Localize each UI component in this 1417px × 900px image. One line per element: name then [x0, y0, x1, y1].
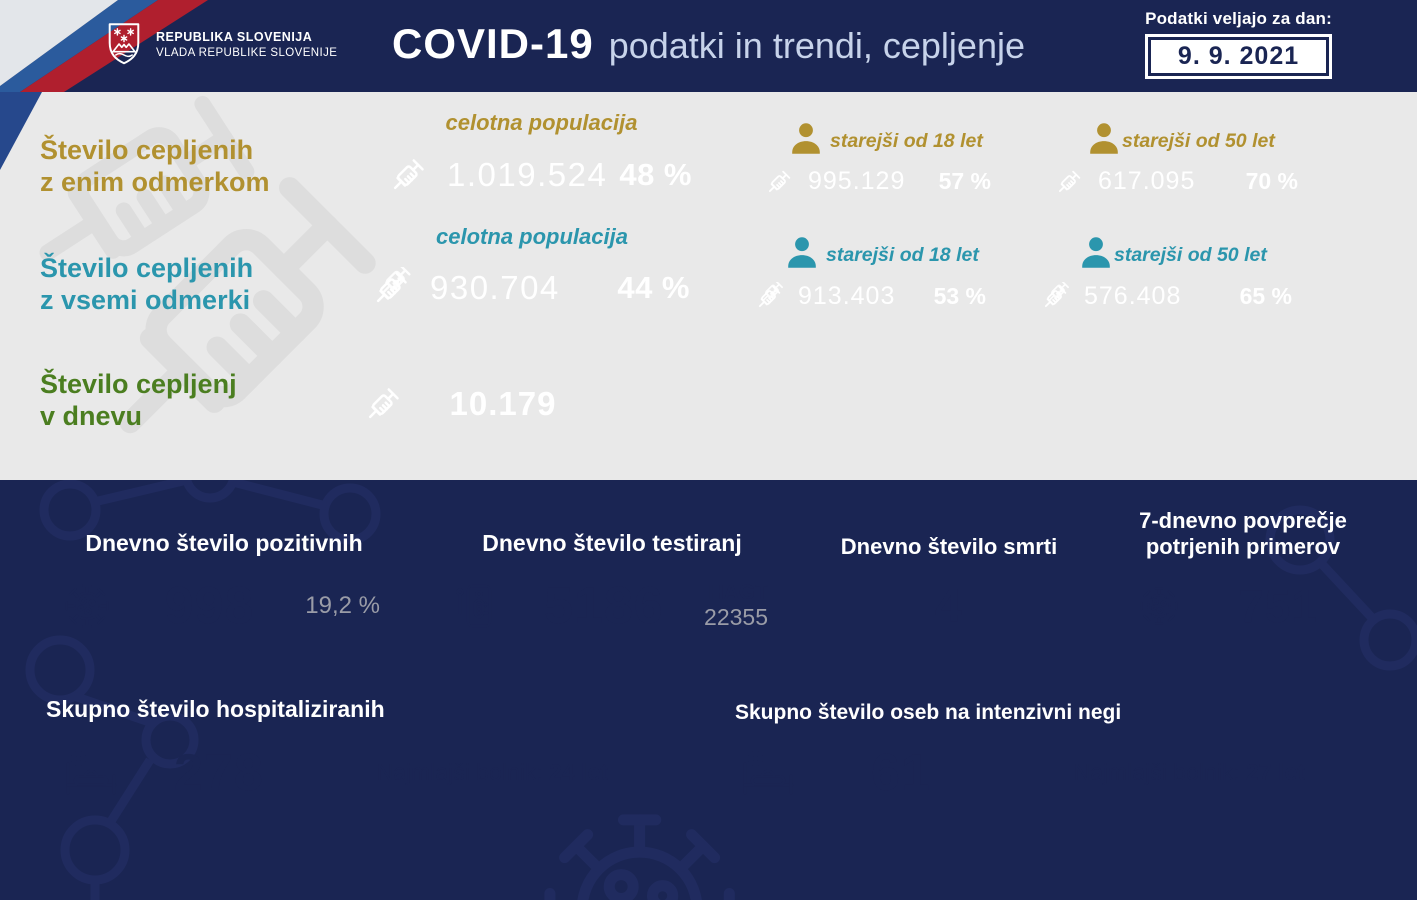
double-syringe-icon	[1040, 282, 1070, 312]
gov-name: REPUBLIKA SLOVENIJA VLADA REPUBLIKE SLOV…	[156, 30, 337, 59]
population-label: celotna populacija	[436, 224, 628, 249]
age-group-label: starejši od 50 let	[1122, 130, 1275, 152]
youngest-patient-note: Najmlajši bolnik: 24 let	[377, 759, 608, 786]
stat-card-7day-average: 751	[1112, 568, 1374, 644]
date-label: Podatki veljajo za dan:	[1145, 9, 1332, 28]
page-title-main: COVID-19	[392, 20, 594, 67]
badge-one-dose-18plus: 995.129 57 %	[750, 158, 1013, 205]
stat-title-tests: Dnevno število testiranj	[482, 530, 742, 556]
coat-of-arms-icon	[108, 23, 140, 65]
syringe-icon	[389, 158, 424, 193]
row-label-all-doses: Število cepljenih z vsemi odmerki	[40, 252, 253, 316]
badge-all-doses-18plus: 913.403 53 %	[740, 273, 1008, 320]
vaccination-section: Število cepljenih z enim odmerkom celotn…	[0, 92, 1417, 480]
stat-value: 4	[935, 579, 963, 633]
stat-title-positives: Dnevno število pozitivnih	[85, 530, 363, 556]
age-group-label: starejši od 18 let	[830, 130, 983, 152]
badge-vaccinations-per-day: 10.179	[340, 372, 642, 435]
badge-one-dose-50plus: 617.095 70 %	[1040, 158, 1320, 205]
virus-icon	[65, 584, 109, 628]
syringe-icon	[765, 170, 791, 195]
stat-title-icu: Skupno število oseb na intenzivni negi	[735, 701, 1122, 724]
row-label-line1: Število cepljenj	[40, 369, 237, 399]
stat-value: 5186	[544, 577, 664, 635]
badge-value: 995.129	[808, 167, 906, 195]
stat-card-tests: 5186 HAGT 22355	[432, 568, 792, 644]
badge-value: 930.704	[430, 269, 560, 306]
row-label-line1: Število cepljenih	[40, 135, 254, 165]
row-label-line2: v dnevu	[40, 401, 143, 431]
syringe-icon	[1055, 170, 1081, 195]
person-icon	[1082, 237, 1110, 268]
ribbon-tail-decoration	[0, 92, 42, 170]
badge-value: 10.179	[449, 384, 557, 422]
badge-one-dose-total: 1.019.524 48 %	[365, 143, 718, 206]
age-group-label: starejši od 50 let	[1114, 244, 1267, 266]
stat-value: 278	[174, 743, 264, 802]
hospital-bed-icon	[743, 750, 794, 794]
badge-percent: 57 %	[938, 168, 991, 194]
page-title-subtitle: podatki in trendi, cepljenje	[608, 25, 1025, 66]
daily-stats-section: Dnevno število pozitivnih Dnevno število…	[0, 480, 1417, 900]
flag-ribbon-decoration	[0, 0, 208, 92]
hagt-value: 22355	[704, 603, 768, 630]
badge-all-doses-50plus: 576.408 65 %	[1026, 273, 1314, 320]
stat-card-deaths: 4	[830, 568, 1068, 644]
double-syringe-icon	[370, 267, 412, 309]
stat-title-7day-average: 7-dnevno povprečje potrjenih primerov	[1139, 508, 1347, 559]
badge-percent: 48 %	[619, 156, 692, 192]
badge-all-doses-total: 930.704 44 %	[348, 256, 716, 320]
gov-name-line1: REPUBLIKA SLOVENIJA	[156, 29, 313, 44]
badge-percent: 65 %	[1239, 283, 1292, 309]
stat-title-hospitalized: Skupno število hospitaliziranih	[46, 696, 385, 722]
positive-share: 19,2 %	[305, 592, 380, 619]
row-label-line2: z enim odmerkom	[40, 167, 270, 197]
badge-percent: 70 %	[1245, 168, 1298, 194]
page-title: COVID-19 podatki in trendi, cepljenje	[392, 20, 1025, 68]
badge-percent: 53 %	[933, 283, 986, 309]
gov-name-line2: VLADA REPUBLIKE SLOVENIJE	[156, 46, 338, 59]
person-icon	[1090, 123, 1118, 154]
date-block: Podatki veljajo za dan: 9. 9. 2021	[1145, 9, 1332, 79]
badge-value: 913.403	[798, 282, 896, 310]
person-icon	[792, 123, 820, 154]
gov-branding: REPUBLIKA SLOVENIJA VLADA REPUBLIKE SLOV…	[106, 22, 337, 66]
note-label: Najmlajši bolnik:	[376, 759, 550, 785]
person-icon	[788, 237, 816, 268]
row-label-one-dose: Število cepljenih z enim odmerkom	[40, 134, 270, 198]
syringe-icon	[364, 387, 399, 422]
header: REPUBLIKA SLOVENIJA VLADA REPUBLIKE SLOV…	[0, 0, 1417, 92]
badge-value: 576.408	[1084, 282, 1182, 310]
stat-card-positives: 998 19,2 %	[38, 568, 410, 644]
note-value: 24 let	[549, 759, 608, 785]
date-value-box: 9. 9. 2021	[1145, 34, 1332, 79]
stat-card-hospitalized: 278 Najmlajši bolnik: 24 let	[35, 734, 650, 811]
stat-value: 61	[871, 743, 931, 802]
note-value: 27 let	[1246, 759, 1305, 785]
hagt-block: HAGT 22355	[704, 580, 768, 633]
double-syringe-icon	[754, 282, 784, 312]
hospital-bed-icon	[66, 750, 117, 794]
row-label-line1: Število cepljenih	[40, 253, 254, 283]
stat-title-deaths: Dnevno število smrti	[840, 534, 1058, 559]
row-label-per-day: Število cepljenj v dnevu	[40, 368, 237, 432]
youngest-patient-note: Najmlajši bolnik: 27 let	[1074, 759, 1305, 786]
badge-value: 617.095	[1098, 167, 1196, 195]
test-kit-icon	[456, 584, 492, 628]
stat-card-icu: 61 Najmlajši bolnik: 27 let	[710, 734, 1347, 811]
row-label-line2: z vsemi odmerki	[40, 285, 251, 315]
stat-value: 751	[1238, 580, 1318, 632]
badge-value: 1.019.524	[447, 155, 608, 193]
population-label: celotna populacija	[445, 110, 638, 135]
virus-icon	[1140, 587, 1178, 625]
age-group-label: starejši od 18 let	[826, 244, 979, 266]
badge-percent: 44 %	[617, 270, 690, 305]
note-label: Najmlajši bolnik:	[1073, 759, 1247, 785]
stat-value: 998	[164, 577, 255, 635]
hagt-label: HAGT	[708, 580, 769, 604]
